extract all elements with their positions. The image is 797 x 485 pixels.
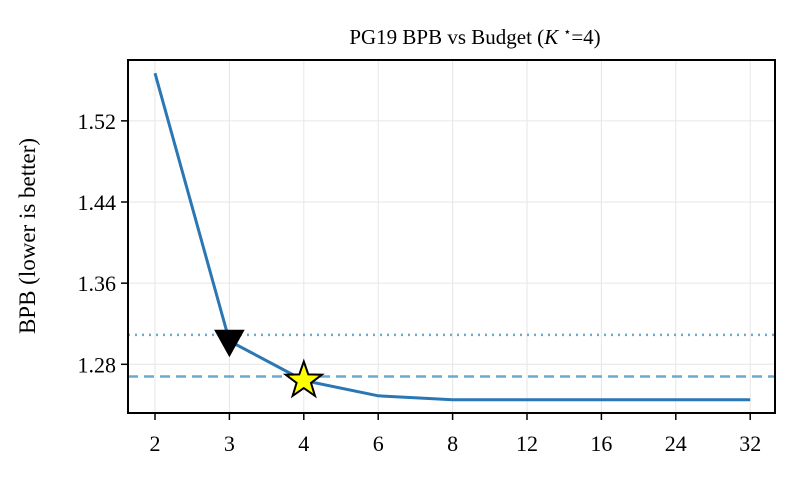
y-tick-label: 1.52 xyxy=(78,109,117,134)
series-line xyxy=(153,72,751,402)
x-tick-label: 8 xyxy=(447,431,458,456)
x-tick-label: 32 xyxy=(739,431,761,456)
x-tick-label: 6 xyxy=(373,431,384,456)
y-tick-label: 1.28 xyxy=(78,352,117,377)
marker-triangle-down xyxy=(214,329,245,358)
x-tick-label: 24 xyxy=(665,431,687,456)
x-tick-label: 3 xyxy=(224,431,235,456)
x-tick-label: 16 xyxy=(590,431,612,456)
plot-frame xyxy=(127,59,776,414)
y-tick-label: 1.36 xyxy=(78,271,117,296)
series xyxy=(153,72,751,402)
y-axis-label: BPB (lower is better) xyxy=(15,138,40,334)
x-tick-label: 12 xyxy=(516,431,538,456)
y-tick-label: 1.44 xyxy=(78,190,117,215)
chart-title: PG19 BPB vs Budget (K ⋆=4) xyxy=(349,24,600,49)
x-tick-label: 2 xyxy=(150,431,161,456)
x-tick-label: 4 xyxy=(298,431,309,456)
reference-lines xyxy=(128,333,775,378)
markers xyxy=(214,329,325,399)
grid xyxy=(128,60,775,413)
axes: 2 3 4 6 8 12 16 24 32 1.28 1.36 1.44 1.52 xyxy=(78,59,776,456)
marker-star xyxy=(282,358,325,399)
